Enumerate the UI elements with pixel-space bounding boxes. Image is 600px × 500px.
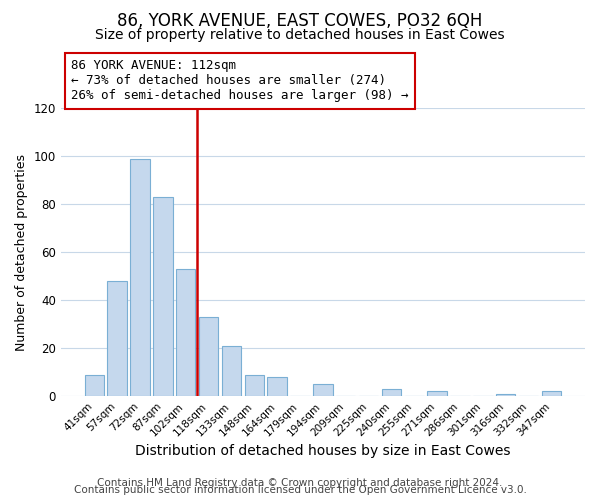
Text: Size of property relative to detached houses in East Cowes: Size of property relative to detached ho… <box>95 28 505 42</box>
X-axis label: Distribution of detached houses by size in East Cowes: Distribution of detached houses by size … <box>135 444 511 458</box>
Text: Contains public sector information licensed under the Open Government Licence v3: Contains public sector information licen… <box>74 485 526 495</box>
Text: Contains HM Land Registry data © Crown copyright and database right 2024.: Contains HM Land Registry data © Crown c… <box>97 478 503 488</box>
Bar <box>542 392 561 396</box>
Bar <box>199 317 218 396</box>
Bar <box>496 394 515 396</box>
Bar <box>313 384 332 396</box>
Bar <box>382 389 401 396</box>
Bar <box>153 197 173 396</box>
Bar <box>222 346 241 396</box>
Bar <box>427 392 447 396</box>
Text: 86, YORK AVENUE, EAST COWES, PO32 6QH: 86, YORK AVENUE, EAST COWES, PO32 6QH <box>118 12 482 30</box>
Bar <box>85 374 104 396</box>
Bar <box>176 269 196 396</box>
Bar <box>268 377 287 396</box>
Bar <box>107 281 127 396</box>
Y-axis label: Number of detached properties: Number of detached properties <box>15 154 28 350</box>
Bar <box>245 374 264 396</box>
Text: 86 YORK AVENUE: 112sqm
← 73% of detached houses are smaller (274)
26% of semi-de: 86 YORK AVENUE: 112sqm ← 73% of detached… <box>71 60 409 102</box>
Bar <box>130 158 150 396</box>
